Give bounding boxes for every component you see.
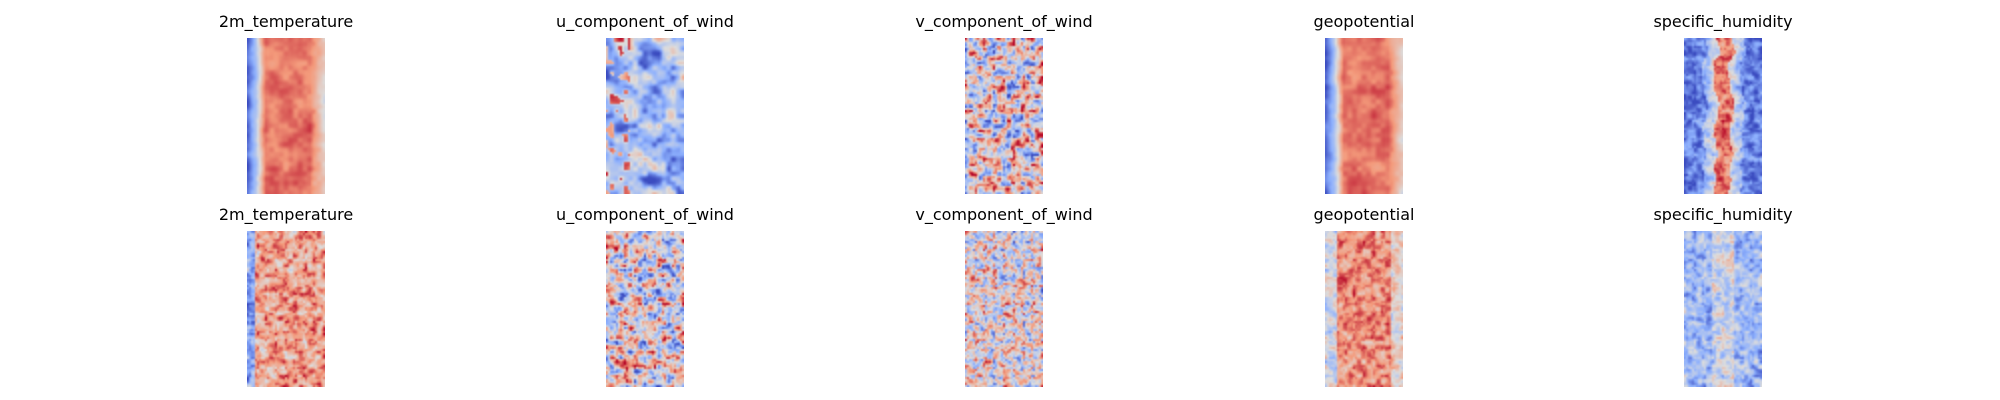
heatmap-panel — [1325, 38, 1403, 194]
heatmap-image — [1325, 38, 1403, 194]
heatmap-panel — [606, 38, 684, 194]
heatmap-image — [247, 231, 325, 387]
heatmap-panel — [247, 38, 325, 194]
heatmap-image — [965, 38, 1043, 194]
heatmap-panel — [606, 231, 684, 387]
heatmap-image — [606, 231, 684, 387]
panel-title: 2m_temperature — [218, 205, 354, 224]
heatmap-image — [965, 231, 1043, 387]
heatmap-image — [606, 38, 684, 194]
panel-title: specific_humidity — [1653, 12, 1793, 31]
panel-title: u_component_of_wind — [556, 205, 734, 224]
heatmap-image — [1684, 231, 1762, 387]
panel-title: v_component_of_wind — [915, 205, 1093, 224]
heatmap-image — [1325, 231, 1403, 387]
heatmap-panel — [965, 38, 1043, 194]
heatmap-panel — [1684, 231, 1762, 387]
panel-title: 2m_temperature — [218, 12, 354, 31]
heatmap-image — [247, 38, 325, 194]
panel-title: geopotential — [1313, 205, 1415, 224]
heatmap-panel — [1325, 231, 1403, 387]
heatmap-panel — [247, 231, 325, 387]
heatmap-panel — [965, 231, 1043, 387]
heatmap-image — [1684, 38, 1762, 194]
panel-title: v_component_of_wind — [915, 12, 1093, 31]
panel-title: geopotential — [1313, 12, 1415, 31]
panel-title: u_component_of_wind — [556, 12, 734, 31]
heatmap-panel — [1684, 38, 1762, 194]
panel-title: specific_humidity — [1653, 205, 1793, 224]
